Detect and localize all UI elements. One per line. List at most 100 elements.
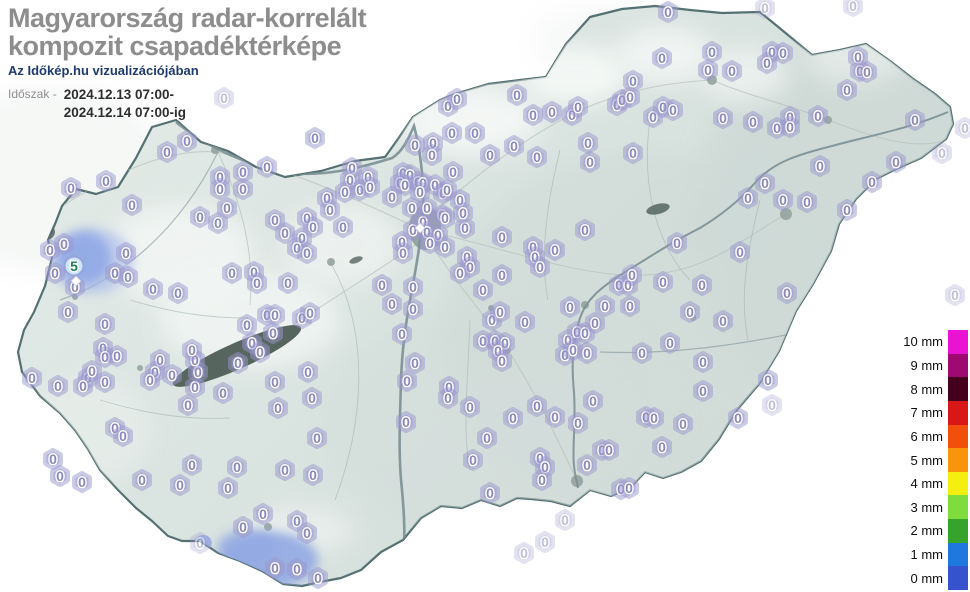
marker-value: 0	[388, 296, 396, 312]
marker-value: 0	[111, 420, 119, 436]
marker-value: 0	[49, 451, 57, 467]
station-marker: 0	[527, 395, 547, 417]
marker-blob	[397, 370, 417, 392]
marker-value: 0	[113, 348, 121, 364]
marker-value: 0	[471, 125, 479, 141]
marker-value: 0	[521, 314, 529, 330]
station-marker: 0	[278, 272, 298, 294]
marker-value: 0	[486, 147, 494, 163]
marker-value: 0	[313, 430, 321, 446]
marker-value: 0	[101, 349, 109, 365]
marker-value: 0	[156, 352, 164, 368]
marker-value: 0	[551, 409, 559, 425]
marker-value: 0	[293, 561, 301, 577]
station-marker: 0	[905, 109, 925, 131]
station-marker: 0	[300, 302, 320, 324]
marker-value: 0	[239, 164, 247, 180]
station-marker: 0	[210, 178, 230, 200]
legend-row: 6 mm	[897, 424, 968, 449]
station-marker: 0	[402, 197, 422, 219]
station-marker: 0	[422, 144, 442, 166]
marker-blob	[955, 117, 970, 139]
marker-value: 0	[326, 202, 334, 218]
marker-blob	[652, 436, 672, 458]
legend-label: 9 mm	[910, 357, 944, 373]
marker-value: 0	[263, 159, 271, 175]
legend-swatch	[948, 542, 968, 567]
marker-value: 0	[188, 457, 196, 473]
marker-blob	[504, 135, 524, 157]
station-marker: 0	[575, 219, 595, 241]
station-marker: 0	[393, 242, 413, 264]
station-marker: 0	[773, 189, 793, 211]
marker-blob	[162, 364, 182, 386]
legend-swatch	[948, 471, 968, 496]
station-marker: 0	[480, 482, 500, 504]
station-marker: 0	[808, 105, 828, 127]
station-marker: 0	[107, 345, 127, 367]
marker-value: 0	[574, 415, 582, 431]
marker-value: 0	[513, 87, 521, 103]
marker-value: 0	[761, 0, 769, 16]
marker-blob	[275, 222, 295, 244]
marker-blob	[275, 459, 295, 481]
marker-blob	[54, 233, 74, 255]
marker-blob	[107, 345, 127, 367]
marker-blob	[247, 272, 267, 294]
station-marker: 0	[303, 464, 323, 486]
station-marker: 0	[182, 339, 202, 361]
legend-label: 3 mm	[910, 499, 944, 515]
marker-blob	[372, 274, 392, 296]
marker-blob	[182, 454, 202, 476]
marker-value: 0	[625, 480, 633, 496]
station-marker: 0	[162, 364, 182, 386]
marker-blob	[257, 156, 277, 178]
station-marker: 0	[780, 116, 800, 138]
station-marker: 0	[177, 130, 197, 152]
marker-blob	[297, 522, 317, 544]
station-marker: 0	[862, 171, 882, 193]
station-marker: 0	[527, 146, 547, 168]
marker-value: 0	[411, 137, 419, 153]
marker-blob	[303, 216, 323, 238]
marker-value: 0	[228, 265, 236, 281]
marker-value: 0	[666, 335, 674, 351]
marker-value: 0	[449, 164, 457, 180]
legend-label: 1 mm	[910, 547, 944, 563]
marker-blob	[532, 469, 552, 491]
station-marker: 0	[61, 177, 81, 199]
station-marker: 0	[658, 1, 678, 23]
marker-value: 0	[101, 374, 109, 390]
marker-blob	[297, 242, 317, 264]
marker-blob	[118, 266, 138, 288]
marker-value: 0	[78, 474, 86, 490]
marker-blob	[182, 339, 202, 361]
marker-value: 0	[303, 245, 311, 261]
station-marker: 0	[132, 469, 152, 491]
station-marker: 0	[583, 390, 603, 412]
station-marker: 0	[755, 0, 775, 19]
marker-blob	[140, 369, 160, 391]
marker-value: 0	[239, 519, 247, 535]
marker-value: 0	[749, 114, 757, 130]
station-marker: 0	[305, 127, 325, 149]
marker-value: 0	[951, 287, 959, 303]
station-marker: 0	[397, 370, 417, 392]
marker-value: 0	[323, 190, 331, 206]
marker-value: 0	[284, 275, 292, 291]
marker-value: 0	[281, 462, 289, 478]
marker-blob	[303, 464, 323, 486]
station-marker: 0	[265, 304, 285, 326]
station-marker: 0	[307, 427, 327, 449]
marker-blob	[755, 0, 775, 19]
station-marker: 0	[268, 397, 288, 419]
marker-value: 0	[658, 50, 666, 66]
marker-blob	[217, 197, 237, 219]
marker-blob	[72, 471, 92, 493]
lake-velence	[349, 256, 363, 264]
marker-blob	[208, 212, 228, 234]
station-marker: 0	[435, 207, 455, 229]
legend: 10 mm 9 mm 8 mm 7 mm 6 mm 5 mm 4 mm 3 mm 2 mm 1 m…	[897, 330, 968, 591]
marker-value: 0	[119, 428, 127, 444]
marker-blob	[515, 311, 535, 333]
